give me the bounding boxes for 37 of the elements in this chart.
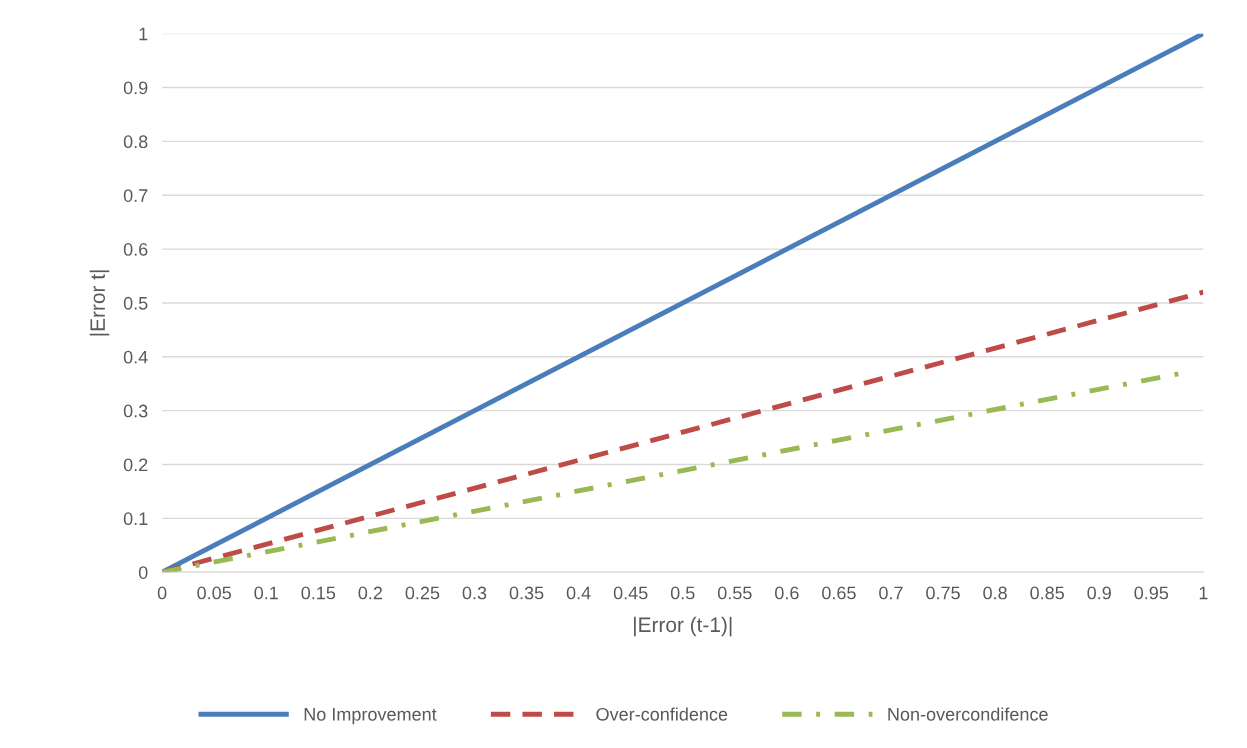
y-tick-label: 0.8 (123, 135, 148, 149)
x-tick-label: 1 (1199, 586, 1208, 600)
x-tick-label: 0.25 (405, 586, 440, 600)
y-tick-label: 0.9 (123, 81, 148, 95)
x-tick-label: 0.95 (1134, 586, 1169, 600)
x-tick-label: 0.45 (613, 586, 648, 600)
y-tick-label: 1 (139, 27, 148, 41)
x-tick-label: 0.1 (254, 586, 278, 600)
y-tick-label: 0 (138, 566, 148, 579)
y-tick-label: 0.3 (123, 404, 148, 418)
y-tick-label: 0.2 (123, 458, 148, 472)
x-tick-label: 0.55 (717, 586, 752, 600)
y-tick-label: 0.6 (123, 243, 148, 256)
x-tick-label: 0.3 (462, 586, 487, 600)
legend-label: Non-overcondifence (888, 707, 1048, 721)
y-axis-title: |Error t| (89, 270, 110, 336)
x-tick-label: 0.5 (670, 586, 695, 600)
y-tick-label: 0.7 (123, 189, 148, 202)
x-tick-label: 0 (157, 586, 167, 600)
x-tick-label: 0.75 (926, 586, 960, 600)
y-tick-label: 0.1 (123, 512, 148, 526)
y-tick-label: 0.5 (123, 296, 148, 310)
x-tick-label: 0.35 (509, 586, 544, 600)
x-tick-label: 0.6 (775, 586, 799, 600)
x-tick-label: 0.7 (879, 586, 903, 600)
x-tick-label: 0.85 (1030, 586, 1064, 600)
x-tick-label: 0.65 (822, 586, 856, 600)
x-tick-label: 0.15 (301, 586, 336, 600)
x-tick-label: 0.9 (1087, 586, 1111, 600)
legend-label: No Improvement (304, 708, 437, 725)
legend-label: Over-confidence (596, 707, 728, 721)
x-tick-label: 0.4 (566, 586, 591, 600)
x-tick-label: 0.05 (197, 586, 231, 600)
x-tick-label: 0.8 (983, 586, 1007, 600)
x-axis-title: |Error (t-1)| (634, 616, 732, 637)
x-tick-label: 0.2 (358, 586, 382, 600)
y-tick-label: 0.4 (123, 350, 148, 364)
